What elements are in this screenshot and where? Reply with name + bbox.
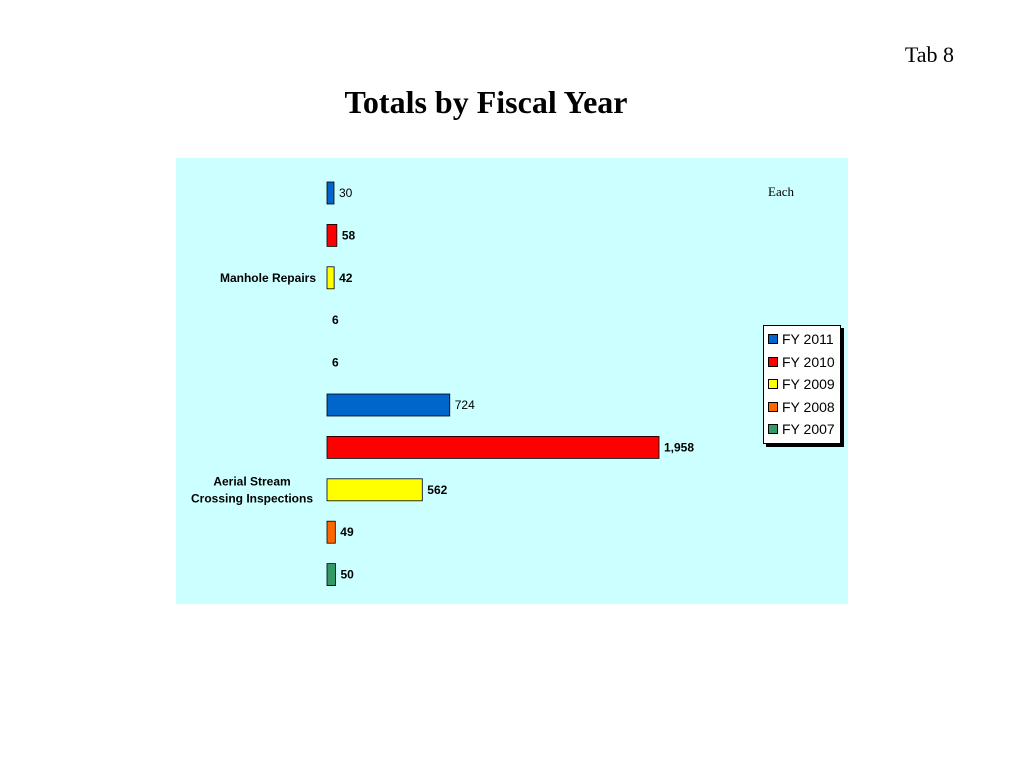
unit-label: Each	[768, 184, 794, 199]
bar-fy-2008-2	[326, 520, 336, 544]
page-title: Totals by Fiscal Year	[344, 84, 628, 120]
data-label: 30	[339, 186, 353, 200]
data-label: 50	[340, 568, 354, 582]
legend-swatch	[768, 356, 778, 367]
data-label: 1,958	[664, 440, 694, 454]
legend-label: FY 2009	[782, 376, 835, 393]
legend-swatch	[768, 379, 778, 390]
legend-item: FY 2010	[764, 351, 840, 374]
data-label: 49	[340, 525, 354, 539]
legend-swatch	[768, 401, 778, 412]
bar-fy-2007-2	[326, 563, 336, 587]
legend-label: FY 2010	[782, 353, 835, 370]
data-label: 724	[455, 398, 475, 412]
bar-fy-2009-1	[326, 266, 335, 290]
data-label: 562	[427, 483, 447, 497]
chart-area: Each 30 58 42 6 6 Manhole Repairs 724 1,958 562 49…	[176, 158, 848, 604]
category-label: Aerial Stream	[213, 474, 290, 488]
category-label: Manhole Repairs	[220, 271, 316, 285]
legend-item: FY 2007	[764, 418, 840, 441]
legend-swatch	[768, 334, 778, 345]
legend-label: FY 2008	[782, 398, 835, 415]
bar-fy-2011-2	[326, 393, 451, 417]
data-label: 58	[342, 228, 356, 242]
bar-fy-2010-2	[326, 435, 660, 459]
legend-item: FY 2009	[764, 373, 840, 396]
bar-chart: Each 30 58 42 6 6 Manhole Repairs 724 1,958 562 49…	[191, 181, 794, 587]
bar-fy-2011-1	[326, 181, 335, 205]
data-label: 6	[332, 356, 339, 370]
legend-item: FY 2008	[764, 396, 840, 419]
data-label: 6	[332, 313, 339, 327]
legend-swatch	[768, 424, 778, 435]
tab-label: Tab 8	[904, 42, 954, 67]
category-label: Crossing Inspections	[191, 491, 313, 505]
data-label: 42	[339, 271, 353, 285]
bar-fy-2009-2	[326, 478, 423, 502]
chart-legend: FY 2011 FY 2010 FY 2009 FY 2008 FY 2007	[763, 325, 841, 444]
legend-label: FY 2011	[782, 331, 834, 348]
legend-item: FY 2011	[764, 328, 840, 351]
bar-fy-2010-1	[326, 224, 338, 247]
legend-label: FY 2007	[782, 421, 835, 438]
